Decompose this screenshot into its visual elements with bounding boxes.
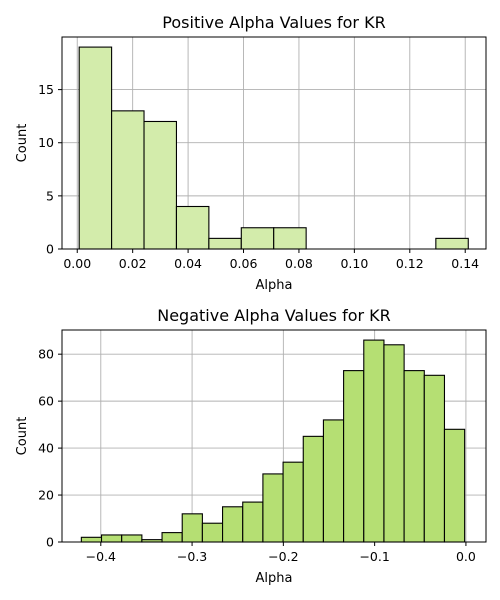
histogram-bar — [240, 227, 275, 250]
y-tick-label: 15 — [38, 82, 54, 97]
histogram-bar — [242, 501, 264, 543]
y-tick-label: 10 — [38, 135, 54, 150]
histogram-bar — [78, 46, 113, 250]
chart-title: Positive Alpha Values for KR — [162, 13, 385, 32]
x-tick-label: 0.02 — [119, 256, 147, 271]
y-tick-label: 40 — [38, 441, 54, 456]
y-tick-label: 20 — [38, 488, 54, 503]
histogram-bar — [383, 344, 405, 543]
x-tick-label: 0.08 — [285, 256, 313, 271]
x-tick-label: 0.14 — [451, 256, 479, 271]
histogram-bar — [161, 532, 183, 543]
y-tick-label: 80 — [38, 347, 54, 362]
histogram-bar — [273, 227, 307, 250]
positive-alpha-histogram: 0.00 0.02 0.04 0.06 0.08 0.10 0.12 0.14 0 5 10 15 Po… — [15, 13, 487, 293]
histogram-bar — [262, 473, 284, 543]
histogram-bar — [403, 370, 425, 543]
x-tick-label: 0.06 — [230, 256, 258, 271]
histogram-bar — [282, 461, 304, 543]
x-axis-label: Alpha — [256, 571, 293, 586]
histogram-bar — [322, 419, 345, 543]
histogram-bar — [80, 536, 103, 543]
histogram-bar — [121, 534, 143, 543]
histogram-bar — [343, 370, 365, 543]
x-tick-label: 0.04 — [174, 256, 202, 271]
y-axis-label: Count — [15, 417, 30, 456]
histogram-bar — [302, 435, 324, 543]
x-axis-label: Alpha — [256, 278, 293, 293]
histogram-bar — [222, 506, 244, 543]
y-tick-label: 5 — [46, 188, 54, 203]
y-tick-label: 60 — [38, 394, 54, 409]
x-tick-label: −0.1 — [359, 549, 389, 564]
x-tick-label: −0.3 — [177, 549, 207, 564]
histogram-bar — [181, 513, 203, 543]
histogram-bar — [111, 110, 145, 250]
y-tick-label: 0 — [46, 535, 54, 550]
histogram-bar — [175, 205, 210, 250]
y-tick-label: 0 — [46, 242, 54, 257]
axes-frame — [61, 329, 487, 543]
x-tick-label: 0.0 — [456, 549, 476, 564]
y-axis-label: Count — [15, 124, 30, 163]
x-tick-label: −0.2 — [268, 549, 298, 564]
chart-title: Negative Alpha Values for KR — [157, 306, 391, 325]
histogram-bar — [201, 522, 224, 543]
x-tick-label: 0.12 — [396, 256, 424, 271]
histogram-bar — [435, 237, 469, 250]
x-tick-label: 0.10 — [340, 256, 368, 271]
histogram-bar — [143, 120, 178, 250]
histogram-bar — [363, 339, 385, 543]
x-tick-label: −0.4 — [86, 549, 116, 564]
histogram-bar — [208, 237, 242, 250]
histogram-bar — [443, 428, 466, 543]
negative-alpha-histogram: −0.4 −0.3 −0.2 −0.1 0.0 0 20 40 60 80 Negative Alp… — [15, 306, 487, 586]
histogram-bar — [423, 374, 446, 543]
histogram-bar — [100, 534, 123, 543]
x-tick-label: 0.00 — [63, 256, 91, 271]
